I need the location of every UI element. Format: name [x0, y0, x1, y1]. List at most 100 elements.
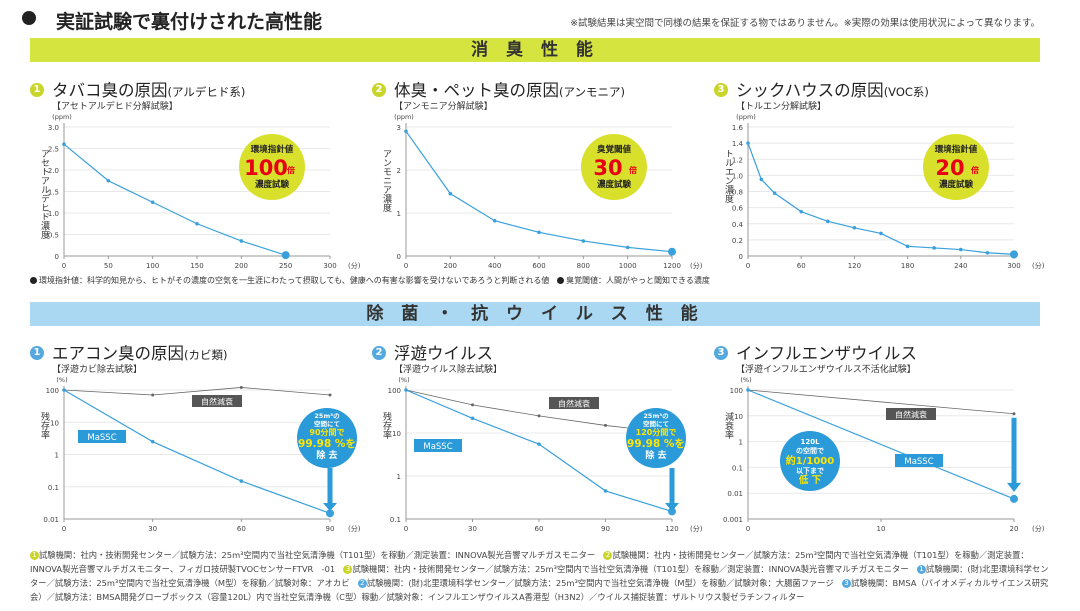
natural-decay-point	[1012, 412, 1016, 416]
chart-acetaldehyde: 1 タバコ臭の原因(アルデヒド系) 【アセトアルデヒド分解試験】 0 0.5 1.0…	[30, 75, 380, 280]
data-point	[1010, 250, 1018, 259]
y-tick-label: 0.6	[732, 205, 744, 213]
note-number-badge: 1	[30, 551, 39, 560]
test-method-note: 試験機関：(財)北里環境科学センター／試験方法：25m³空間内で当社空気清浄機（…	[30, 564, 1049, 588]
badge-unit: 倍	[286, 165, 295, 175]
data-point	[746, 388, 750, 392]
legend-box	[895, 454, 943, 467]
y-tick-label: 0.01	[727, 490, 743, 498]
x-tick-label: 200	[235, 262, 248, 270]
test-method-note: 試験機関：社内・技術開発センター／試験方法：25m³空間内で当社空気清浄機（T1…	[352, 564, 917, 574]
natural-decay-legend: 自然減衰	[549, 397, 599, 409]
massc-legend: MaSSC	[78, 430, 126, 443]
x-unit-label: (分)	[348, 261, 361, 270]
y-tick-label: 3.0	[48, 124, 59, 132]
badge-circle	[581, 134, 647, 200]
badge-text: 以下まで	[796, 466, 824, 475]
data-point	[239, 479, 244, 483]
badge-circle	[626, 408, 686, 468]
massc-line	[747, 389, 1015, 500]
disclaimer-note: ※試験結果は実空間で同様の結果を保証する物ではありません。※実際の効果は使用状況…	[570, 18, 1040, 29]
x-tick-label: 1000	[619, 262, 637, 270]
y-axis-label: トルエン濃度	[723, 149, 734, 204]
header-bullet-icon	[22, 11, 36, 25]
badge-text: 120分間で	[636, 427, 677, 437]
chart-title: シックハウスの原因(VOC系)	[736, 81, 929, 100]
y-tick-label: 2.0	[48, 167, 59, 175]
y-tick-label: 1	[739, 439, 743, 447]
x-tick-label: 200	[444, 262, 457, 270]
y-tick-label: 1.5	[48, 189, 59, 197]
badge-text: 25m³の	[643, 412, 669, 420]
x-tick-label: 300	[1007, 262, 1020, 270]
y-tick-label: 10	[734, 413, 743, 421]
y-tick-label: 1.6	[732, 124, 744, 132]
legend-box	[886, 408, 936, 420]
badge-text: 約1/1000	[786, 454, 834, 467]
y-axis-label: 残存率	[381, 411, 392, 440]
badge-text: 90分間で	[309, 427, 344, 437]
data-point	[932, 246, 936, 250]
y-tick-label: 3	[397, 124, 401, 132]
legend-label: 自然減衰	[895, 410, 927, 420]
data-point	[905, 244, 910, 249]
y-unit-label: (ppm)	[736, 113, 756, 121]
badge-text: 120L	[800, 438, 820, 446]
x-tick-label: 0	[746, 525, 750, 533]
data-point	[625, 245, 630, 250]
x-unit-label: (分)	[348, 524, 361, 533]
data-point	[1010, 494, 1018, 503]
y-axis-label: 減衰率	[723, 411, 734, 440]
x-tick-label: 600	[532, 262, 545, 270]
data-point	[106, 178, 111, 183]
legend-label: MaSSC	[423, 442, 452, 452]
x-tick-label: 120	[848, 262, 861, 270]
badge-text: 除 去	[316, 449, 337, 461]
x-tick-label: 30	[148, 525, 157, 533]
natural-decay-point	[328, 393, 332, 397]
data-point	[852, 225, 857, 230]
page-header: 実証試験で裏付けされた高性能 ※試験結果は実空間で同様の結果を保証する物ではあり…	[12, 6, 1070, 33]
legend-label: 自然減衰	[558, 399, 590, 409]
chart-number-badge: 3	[714, 346, 728, 360]
chart-number-badge: 1	[30, 83, 44, 97]
data-point	[281, 251, 290, 260]
badge-caption: 濃度試験	[939, 179, 974, 190]
massc-legend: MaSSC	[414, 439, 462, 452]
note-number-badge: 3	[842, 579, 851, 588]
chart-toluene: 3 シックハウスの原因(VOC系) 【トルエン分解試験】 0 0.2 0.4 0.6 0…	[714, 75, 1064, 280]
y-tick-label: 1	[55, 452, 59, 460]
chart-subtitle: 【トルエン分解試験】	[736, 102, 827, 112]
y-tick-label: 0	[55, 253, 59, 261]
data-point	[492, 218, 497, 223]
data-point	[603, 489, 608, 493]
y-unit-label: (%)	[56, 376, 67, 384]
chart-airborne-virus: 2 浮遊ウイルス 【浮遊ウイルス除去試験】 0.1 1 10 100 0 30 60 90 12…	[372, 338, 722, 543]
data-point	[668, 507, 676, 516]
bullet-icon	[30, 277, 37, 284]
legend-label: MaSSC	[904, 457, 933, 467]
x-tick-label: 120	[665, 525, 678, 533]
natural-decay-line	[63, 387, 331, 396]
chart-number-badge: 2	[372, 83, 386, 97]
chart-subtitle: 【浮遊インフルエンザウイルス不活化試験】	[736, 365, 916, 375]
y-tick-label: 2	[397, 167, 401, 175]
x-tick-label: 400	[488, 262, 501, 270]
data-point	[537, 442, 541, 446]
natural-decay-legend: 自然減衰	[192, 395, 242, 407]
chart-ammonia: 2 体臭・ペット臭の原因(アンモニア) 【アンモニア分解試験】 0 1 2 3 0 200…	[372, 75, 722, 280]
x-unit-label: (分)	[690, 261, 703, 270]
test-method-note: 試験機関：BMSA（バイオメディカルサイエンス研究会）／試験方法：BMSA開発グ…	[30, 578, 1049, 602]
x-tick-label: 240	[954, 262, 967, 270]
data-point	[959, 247, 963, 252]
massc-line	[63, 143, 286, 256]
data-point	[985, 250, 990, 255]
data-point	[470, 416, 475, 421]
y-tick-label: 0.5	[48, 232, 59, 240]
y-tick-label: 100	[46, 387, 59, 395]
